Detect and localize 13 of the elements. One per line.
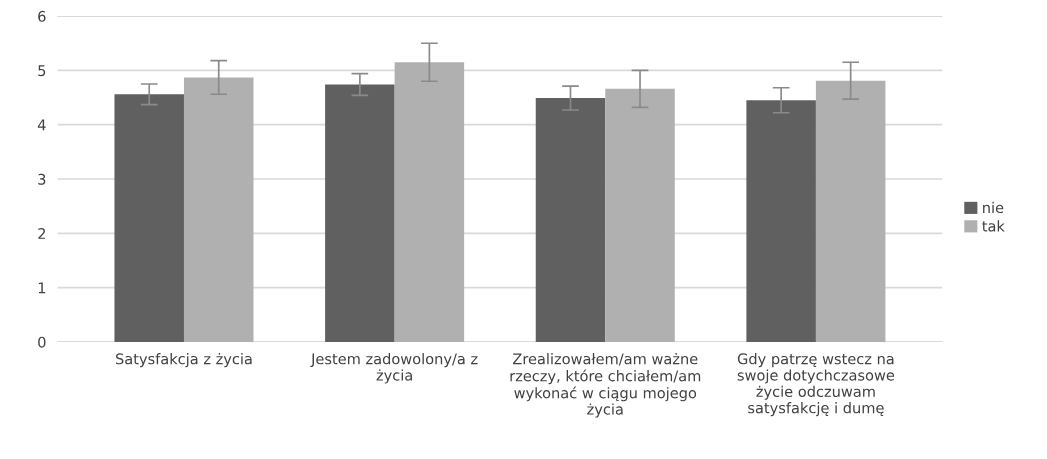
- y-tick-label: 0: [38, 336, 46, 348]
- y-tick-label: 5: [38, 65, 46, 77]
- x-tick-label: Satysfakcja z życia: [116, 353, 252, 368]
- legend-label: nie: [983, 201, 1004, 214]
- y-tick-label: 4: [37, 119, 46, 131]
- x-tick-label: Gdy patrzę wstecz na swoje dotychczasowe życie odczuwam satysfakcję i dumę: [737, 353, 895, 417]
- legend-label: tak: [982, 220, 1005, 232]
- y-tick-label: 6: [38, 10, 46, 22]
- x-tick-label: Zrealizowałem/am ważne rzeczy, które chciałem/am wykonać w ciągu mojego życia: [510, 353, 701, 418]
- x-tick-label: Jestem zadowolony/a z życia: [310, 353, 478, 384]
- y-tick-label: 1: [38, 282, 46, 294]
- y-tick-label: 3: [38, 173, 46, 185]
- y-tick-label: 2: [38, 228, 46, 239]
